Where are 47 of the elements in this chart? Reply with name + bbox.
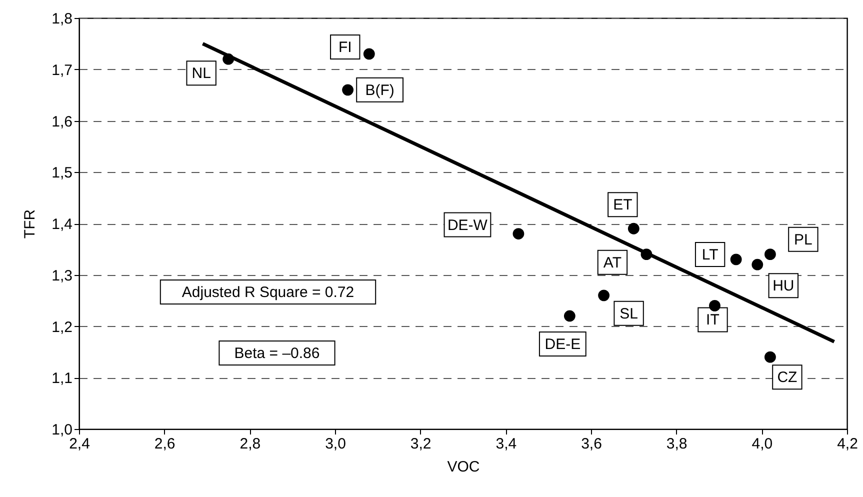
x-tick-label: 3,0 (325, 436, 346, 452)
annotation: PL (794, 231, 812, 248)
annotation: B(F) (365, 82, 394, 99)
x-tick-label: 3,8 (666, 436, 688, 452)
point (598, 290, 610, 302)
y-tick-label: 1,6 (52, 113, 72, 130)
x-tick-label: 4,2 (837, 436, 858, 452)
y-tick-label: 1,0 (52, 422, 72, 438)
point (752, 258, 764, 270)
point (709, 300, 720, 312)
point (363, 48, 375, 60)
y-axis-title: TFR (22, 209, 39, 239)
annotation: CZ (777, 369, 798, 386)
y-tick-label: 1,4 (52, 216, 72, 233)
annotation: LT (702, 246, 718, 264)
point (764, 351, 776, 363)
x-axis-title: VOC (447, 458, 480, 476)
x-tick-label: 2,6 (154, 436, 176, 452)
y-tick-label: 1,3 (52, 267, 72, 284)
y-tick-label: 1,1 (52, 370, 72, 388)
x-tick-label: 3,6 (581, 436, 602, 452)
annotation: DE-W (447, 216, 488, 234)
annotation: Beta = –0.86 (234, 345, 320, 362)
point (564, 310, 576, 322)
annotation: AT (603, 254, 622, 272)
x-tick-label: 3,4 (496, 436, 517, 452)
y-tick-label: 1,7 (52, 62, 72, 79)
y-tick-label: 1,5 (52, 164, 72, 182)
annotation: HU (772, 278, 794, 295)
annotation: Adjusted R Square = 0.72 (182, 284, 354, 301)
point (342, 84, 354, 96)
annotation: IT (706, 312, 720, 329)
x-tick-label: 2,8 (240, 436, 261, 452)
point (628, 222, 640, 234)
x-tick-label: 4,0 (752, 436, 773, 452)
annotation: FI (338, 38, 352, 56)
y-tick-label: 1,8 (52, 10, 72, 28)
x-tick-label: 2,4 (69, 436, 90, 452)
point (730, 254, 742, 266)
point (512, 228, 524, 240)
annotation: SL (620, 305, 638, 322)
point (764, 248, 776, 260)
y-tick-label: 1,2 (52, 318, 72, 336)
x-tick-label: 3,2 (410, 436, 432, 452)
annotation: DE-E (544, 336, 581, 353)
annotation: NL (192, 65, 211, 82)
annotation: ET (613, 196, 632, 214)
